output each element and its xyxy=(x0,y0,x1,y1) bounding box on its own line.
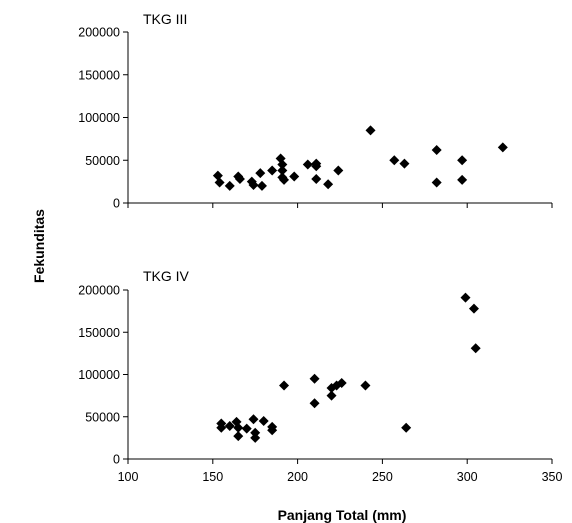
data-point xyxy=(250,432,261,443)
data-point xyxy=(311,161,322,172)
data-point xyxy=(460,292,471,303)
x-tick-label: 300 xyxy=(457,470,478,484)
data-point xyxy=(309,373,320,384)
panel-2: 0 50000 100000 150000 200000 100 150 200 250 300 3… xyxy=(78,268,562,484)
data-point xyxy=(302,159,313,170)
data-point xyxy=(309,398,320,409)
data-point xyxy=(246,176,257,187)
data-point xyxy=(212,170,223,181)
y-tick-label: 100000 xyxy=(78,111,120,125)
data-point xyxy=(336,377,347,388)
data-point xyxy=(326,390,337,401)
x-tick-label: 100 xyxy=(118,470,139,484)
y-tick-label: 0 xyxy=(113,197,120,211)
data-point xyxy=(267,165,278,176)
y-tick-label: 50000 xyxy=(85,410,120,424)
y-tick-label: 100000 xyxy=(78,368,120,382)
y-axis-title: Fekunditas xyxy=(31,209,47,283)
data-point xyxy=(311,174,322,185)
data-point xyxy=(333,165,344,176)
data-point xyxy=(401,422,412,433)
data-point xyxy=(457,174,468,185)
data-point xyxy=(365,125,376,136)
y-tick-label: 50000 xyxy=(85,154,120,168)
panel-label: TKG III xyxy=(143,11,187,27)
panel-1: 0 50000 100000 150000 200000 TKG III xyxy=(78,11,553,211)
data-point xyxy=(457,155,468,166)
data-point xyxy=(431,144,442,155)
data-point xyxy=(224,421,235,432)
data-point xyxy=(248,414,259,425)
data-point xyxy=(233,431,244,442)
data-point xyxy=(431,177,442,188)
data-point xyxy=(241,423,252,434)
data-point xyxy=(468,303,479,314)
x-axis-title: Panjang Total (mm) xyxy=(278,507,407,523)
x-tick-label: 350 xyxy=(542,470,563,484)
data-point xyxy=(279,380,290,391)
data-point xyxy=(470,343,481,354)
y-tick-label: 200000 xyxy=(78,284,120,298)
data-point xyxy=(399,158,410,169)
y-tick-label: 150000 xyxy=(78,68,120,82)
data-point xyxy=(234,174,245,185)
x-tick-label: 150 xyxy=(202,470,223,484)
data-point xyxy=(258,415,269,426)
data-point xyxy=(267,425,278,436)
data-point xyxy=(323,179,334,190)
y-tick-label: 200000 xyxy=(78,26,120,40)
data-point xyxy=(216,422,227,433)
data-point xyxy=(497,142,508,153)
data-point xyxy=(389,155,400,166)
data-point xyxy=(224,180,235,191)
panel-label: TKG IV xyxy=(143,268,190,284)
data-point xyxy=(279,174,290,185)
data-point xyxy=(233,422,244,433)
y-tick-label: 150000 xyxy=(78,326,120,340)
data-point xyxy=(214,177,225,188)
data-point xyxy=(250,427,261,438)
x-tick-label: 200 xyxy=(287,470,308,484)
x-tick-label: 250 xyxy=(372,470,393,484)
data-point xyxy=(256,180,267,191)
data-point xyxy=(360,380,371,391)
data-point xyxy=(277,159,288,170)
data-point xyxy=(248,180,259,191)
data-point xyxy=(289,171,300,182)
data-point xyxy=(277,165,288,176)
data-point xyxy=(255,168,266,179)
y-tick-label: 0 xyxy=(113,453,120,467)
